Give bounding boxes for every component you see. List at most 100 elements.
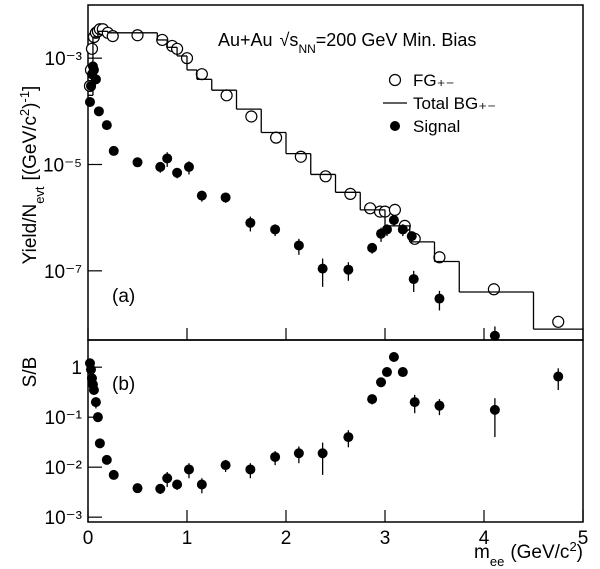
signal-point — [293, 240, 304, 251]
panel-label: (a) — [112, 286, 135, 307]
signal-point — [220, 192, 231, 203]
signal-point — [367, 394, 378, 405]
legend-symbol — [388, 73, 402, 87]
label-part: evt — [32, 186, 47, 204]
legend-symbol — [390, 121, 400, 131]
x-tick-label: 3 — [380, 528, 391, 549]
x-tick-label: 0 — [83, 528, 94, 549]
legend-label: FG₊₋ — [413, 71, 455, 90]
signal-point — [376, 377, 387, 388]
signal-point — [397, 367, 408, 378]
x-tick-label: 2 — [281, 528, 292, 549]
signal-point — [409, 397, 420, 408]
signal-point — [388, 351, 399, 362]
annotation-part: Au+Au — [218, 30, 273, 50]
signal-point — [162, 473, 173, 484]
signal-point — [293, 448, 304, 459]
signal-point — [270, 451, 281, 462]
signal-point — [381, 224, 392, 235]
annotation-part: √s — [280, 30, 299, 50]
label-part: ee — [490, 554, 504, 569]
signal-point — [196, 190, 207, 201]
y-tick-label: 10⁻¹ — [45, 408, 83, 429]
signal-point — [90, 74, 101, 85]
fg-point — [85, 42, 99, 55]
fg-point — [270, 131, 283, 144]
signal-point — [84, 96, 95, 107]
fg-point — [319, 170, 332, 183]
fg-point — [344, 187, 357, 200]
x-tick-label: 1 — [182, 528, 193, 549]
signal-point — [489, 330, 500, 341]
signal-point — [183, 464, 194, 475]
signal-point — [317, 448, 328, 459]
fg-point — [220, 89, 233, 102]
plot-frame — [87, 339, 584, 523]
x-tick-label: 4 — [479, 528, 490, 549]
signal-point — [220, 460, 231, 471]
fg-point — [388, 203, 401, 216]
signal-point — [132, 483, 143, 494]
fg-point — [487, 283, 500, 296]
x-tick-label: 5 — [578, 528, 589, 549]
y-tick-label: 1 — [71, 358, 82, 379]
legend-label: Signal — [413, 117, 460, 136]
signal-point — [270, 224, 281, 235]
annotation-part: =200 GeV Min. Bias — [316, 30, 477, 50]
label-part: 2 — [17, 109, 32, 116]
y-axis-label: Yield/Nevt [(GeV/c2)-1] — [17, 86, 47, 265]
fg-point — [131, 29, 144, 42]
signal-point — [92, 412, 103, 423]
signal-point — [155, 161, 166, 172]
signal-point — [245, 464, 256, 475]
signal-point — [343, 432, 354, 443]
signal-point — [434, 293, 445, 304]
signal-point — [93, 106, 104, 117]
label-part: ) — [20, 102, 41, 108]
label-part: [(GeV/c — [20, 116, 41, 180]
x-axis-label: mee (GeV/c2) — [474, 539, 583, 569]
signal-point — [397, 224, 408, 235]
signal-point — [108, 469, 119, 480]
y-tick-label: 10⁻³ — [45, 508, 83, 529]
signal-point — [85, 364, 96, 375]
signal-point — [196, 479, 207, 490]
signal-point — [90, 397, 101, 408]
y-tick-label: 10⁻³ — [45, 49, 83, 70]
label-part: Yield/N — [20, 204, 41, 265]
signal-point — [172, 479, 183, 490]
signal-point — [162, 153, 173, 164]
signal-point — [101, 120, 112, 131]
signal-point — [406, 231, 417, 242]
signal-point — [434, 400, 445, 411]
signal-point — [388, 215, 399, 226]
signal-point — [245, 217, 256, 228]
signal-point — [88, 384, 99, 395]
signal-point — [408, 274, 419, 285]
fg-point — [552, 315, 565, 328]
label-part: m — [474, 542, 490, 563]
signal-point — [155, 483, 166, 494]
label-part: ) — [577, 542, 583, 563]
y-tick-label: 10⁻⁷ — [44, 262, 82, 283]
plot-frame — [87, 4, 584, 341]
signal-point — [367, 242, 378, 253]
panel-label: (b) — [112, 374, 135, 395]
label-part: ] — [20, 86, 41, 91]
y-axis-label: S/B — [20, 357, 41, 388]
signal-point — [172, 167, 183, 178]
label-part: (GeV/c — [510, 542, 569, 563]
label-part: -1 — [17, 91, 32, 103]
signal-point — [88, 64, 99, 75]
signal-point — [489, 404, 500, 415]
legend-label: Total BG₊₋ — [413, 94, 496, 113]
y-tick-label: 10⁻⁵ — [43, 155, 82, 176]
label-part: 2 — [569, 539, 576, 554]
signal-point — [381, 367, 392, 378]
fg-point — [245, 110, 258, 123]
y-tick-label: 10⁻² — [45, 458, 83, 479]
signal-point — [132, 157, 143, 168]
signal-point — [317, 263, 328, 274]
